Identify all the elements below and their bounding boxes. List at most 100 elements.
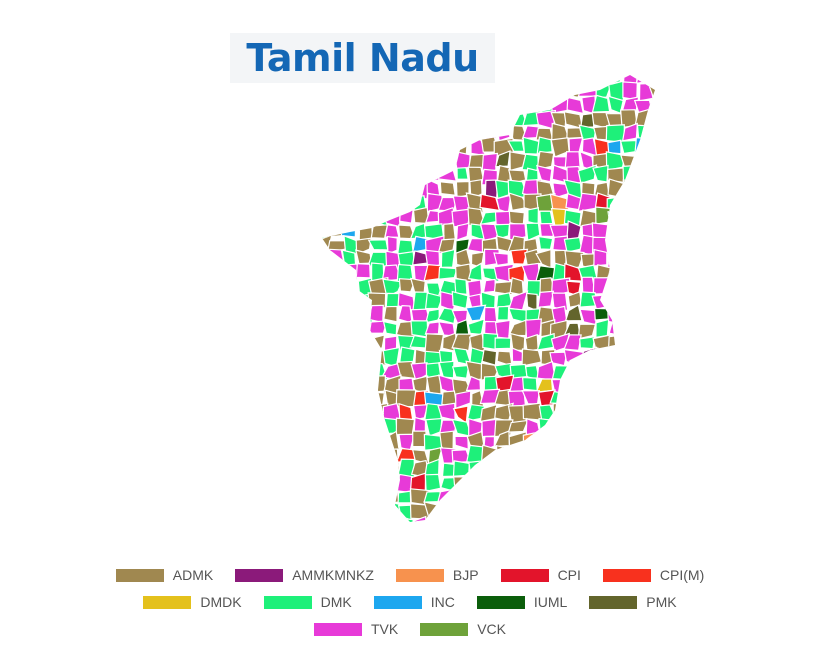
constituency <box>481 472 500 494</box>
constituency <box>622 487 638 507</box>
constituency <box>619 332 639 353</box>
constituency <box>355 262 371 279</box>
constituency <box>328 248 345 267</box>
constituency <box>591 293 612 310</box>
constituency <box>339 335 359 350</box>
constituency <box>608 75 622 85</box>
constituency <box>439 430 454 451</box>
constituency <box>381 179 402 197</box>
constituency <box>633 459 651 476</box>
constituency <box>339 222 357 238</box>
constituency <box>606 249 627 269</box>
constituency <box>649 375 655 396</box>
constituency <box>396 84 415 100</box>
constituency <box>437 488 455 508</box>
constituency <box>340 277 358 298</box>
constituency <box>522 430 543 451</box>
constituency <box>322 486 329 505</box>
constituency <box>328 417 342 436</box>
constituency <box>634 434 654 450</box>
constituency <box>536 83 557 100</box>
constituency <box>537 486 553 506</box>
constituency <box>634 501 653 519</box>
constituency <box>552 402 570 419</box>
constituency <box>508 500 525 518</box>
constituency <box>368 110 388 127</box>
constituency <box>635 153 651 172</box>
constituency <box>634 136 653 158</box>
constituency <box>550 450 568 464</box>
constituency <box>580 518 599 522</box>
legend-swatch <box>313 622 362 636</box>
constituency <box>636 404 651 424</box>
constituency <box>327 80 347 101</box>
constituency <box>493 109 510 129</box>
constituency <box>608 446 624 465</box>
constituency <box>633 473 652 494</box>
constituency <box>371 375 387 393</box>
constituency <box>412 404 429 421</box>
constituency <box>383 474 400 489</box>
constituency <box>465 304 487 322</box>
constituency <box>623 208 640 225</box>
constituency <box>538 461 557 479</box>
constituency <box>456 222 470 242</box>
constituency <box>368 434 389 451</box>
constituency <box>635 290 654 310</box>
constituency <box>355 208 373 223</box>
constituency <box>479 75 498 85</box>
constituency <box>455 248 473 269</box>
constituency <box>537 235 554 250</box>
constituency <box>592 505 611 519</box>
constituency <box>322 264 331 283</box>
constituency <box>339 197 359 214</box>
constituency <box>564 473 583 491</box>
constituency <box>481 505 498 521</box>
constituency <box>622 179 638 195</box>
constituency <box>549 81 570 100</box>
constituency <box>340 360 361 381</box>
constituency <box>322 304 330 323</box>
constituency <box>619 350 639 367</box>
constituency <box>339 137 361 155</box>
constituency <box>411 96 430 116</box>
constituency <box>353 502 375 522</box>
constituency <box>353 136 372 156</box>
constituency <box>551 502 568 517</box>
constituency <box>322 194 332 214</box>
constituency <box>383 122 400 139</box>
legend-label: BJP <box>452 567 479 583</box>
constituency <box>440 98 458 111</box>
constituency <box>594 490 612 506</box>
constituency <box>607 390 627 406</box>
constituency <box>322 322 333 339</box>
constituency <box>633 166 652 186</box>
constituency <box>578 75 599 86</box>
constituency <box>595 391 608 409</box>
constituency <box>620 236 638 255</box>
constituency <box>549 390 570 405</box>
legend-swatch <box>373 595 422 609</box>
constituency <box>358 347 374 366</box>
constituency <box>382 278 403 298</box>
constituency <box>344 81 361 101</box>
constituency <box>325 362 343 380</box>
constituency <box>652 94 655 112</box>
constituency <box>525 318 542 340</box>
constituency <box>451 364 470 379</box>
constituency <box>465 472 484 492</box>
constituency <box>381 515 402 522</box>
legend-item: DMDK <box>143 593 242 611</box>
constituency <box>495 82 514 101</box>
constituency <box>368 304 384 324</box>
constituency <box>551 419 571 437</box>
legend-label: CPI <box>557 567 581 583</box>
constituency <box>452 75 473 86</box>
constituency <box>371 137 386 158</box>
constituency <box>409 152 430 172</box>
constituency <box>606 431 623 451</box>
constituency <box>579 336 596 350</box>
constituency <box>411 164 430 186</box>
constituency <box>637 418 655 438</box>
constituency <box>551 365 571 381</box>
